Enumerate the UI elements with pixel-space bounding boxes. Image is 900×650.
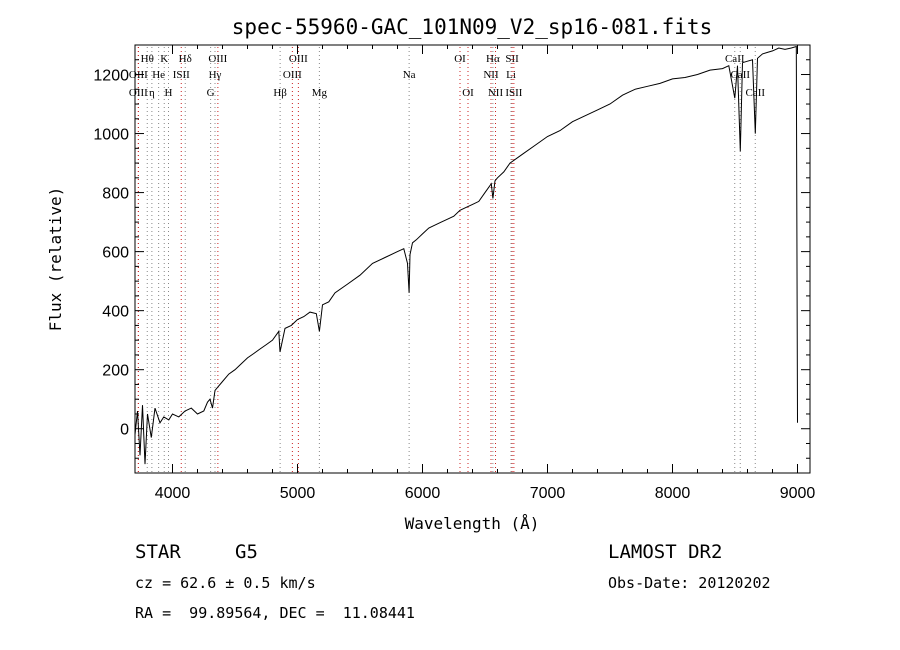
spectrum-line: [134, 45, 798, 465]
ra-dec-coordinates: RA = 99.89564, DEC = 11.08441: [135, 604, 415, 622]
x-tick-label-5000: 5000: [280, 485, 316, 502]
line-marker-label-8: CaII: [725, 53, 745, 65]
line-marker-label-5: OI: [454, 53, 466, 65]
redshift-cz: cz = 62.6 ± 0.5 km/s: [135, 574, 316, 592]
x-tick-label-9000: 9000: [780, 485, 816, 502]
line-marker-label-10: He: [152, 69, 165, 81]
x-tick-label-7000: 7000: [530, 485, 566, 502]
y-tick-label-200: 200: [102, 363, 129, 380]
line-marker-layer: Hθ K Hδ OIII OIII OI Hα SII CaII OIII He ISII Hγ OIII…: [129, 47, 765, 472]
y-tick-label-400: 400: [102, 304, 129, 321]
line-marker-label-19: η: [149, 87, 155, 99]
line-marker-label-2: Hδ: [179, 53, 192, 65]
line-marker-label-11: ISII: [173, 69, 190, 81]
line-marker-label-21: G: [207, 87, 215, 99]
line-marker-label-1: K: [160, 53, 168, 65]
line-marker-label-3: OIII: [208, 53, 227, 65]
y-tick-label-1000: 1000: [93, 127, 129, 144]
line-marker-label-26: ISII: [505, 87, 522, 99]
line-marker-label-15: NII: [483, 69, 499, 81]
object-subclass: G5: [235, 541, 258, 563]
survey-name: LAMOST DR2: [608, 541, 723, 563]
y-tick-label-600: 600: [102, 245, 129, 262]
line-marker-label-18: OIII: [129, 87, 148, 99]
x-tick-label-4000: 4000: [155, 485, 191, 502]
line-marker-label-4: OIII: [289, 53, 308, 65]
y-tick-label-1200: 1200: [93, 68, 129, 85]
line-marker-label-25: NII: [488, 87, 504, 99]
y-tick-label-0: 0: [120, 422, 129, 439]
line-marker-label-17: CaII: [730, 69, 750, 81]
plot-frame: [134, 44, 811, 474]
line-marker-label-13: OIII: [283, 69, 302, 81]
y-tick-label-800: 800: [102, 186, 129, 203]
object-class: STAR: [135, 541, 181, 563]
line-marker-label-22: Hβ: [273, 87, 287, 99]
observation-date: Obs-Date: 20120202: [608, 574, 771, 592]
line-marker-label-14: Na: [403, 69, 416, 81]
axis-tick-layer: 4000 5000 6000 7000 8000 9000 0 200 400 600 800 100…: [93, 45, 815, 502]
line-marker-label-7: SII: [505, 53, 519, 65]
line-marker-label-24: OI: [462, 87, 474, 99]
line-marker-label-0: Hθ: [141, 53, 154, 65]
line-marker-label-23: Mg: [312, 87, 328, 99]
chart-title: spec-55960-GAC_101N09_V2_sp16-081.fits: [232, 15, 712, 39]
x-tick-label-8000: 8000: [655, 485, 691, 502]
line-marker-label-20: H: [165, 87, 173, 99]
line-marker-label-6: Hα: [486, 53, 500, 65]
line-marker-label-16: Li: [506, 69, 516, 81]
x-axis-label: Wavelength (Å): [405, 514, 540, 533]
line-marker-label-12: Hγ: [209, 69, 222, 81]
line-marker-label-27: CaII: [745, 87, 765, 99]
y-axis-label: Flux (relative): [46, 187, 65, 332]
x-tick-label-6000: 6000: [405, 485, 441, 502]
